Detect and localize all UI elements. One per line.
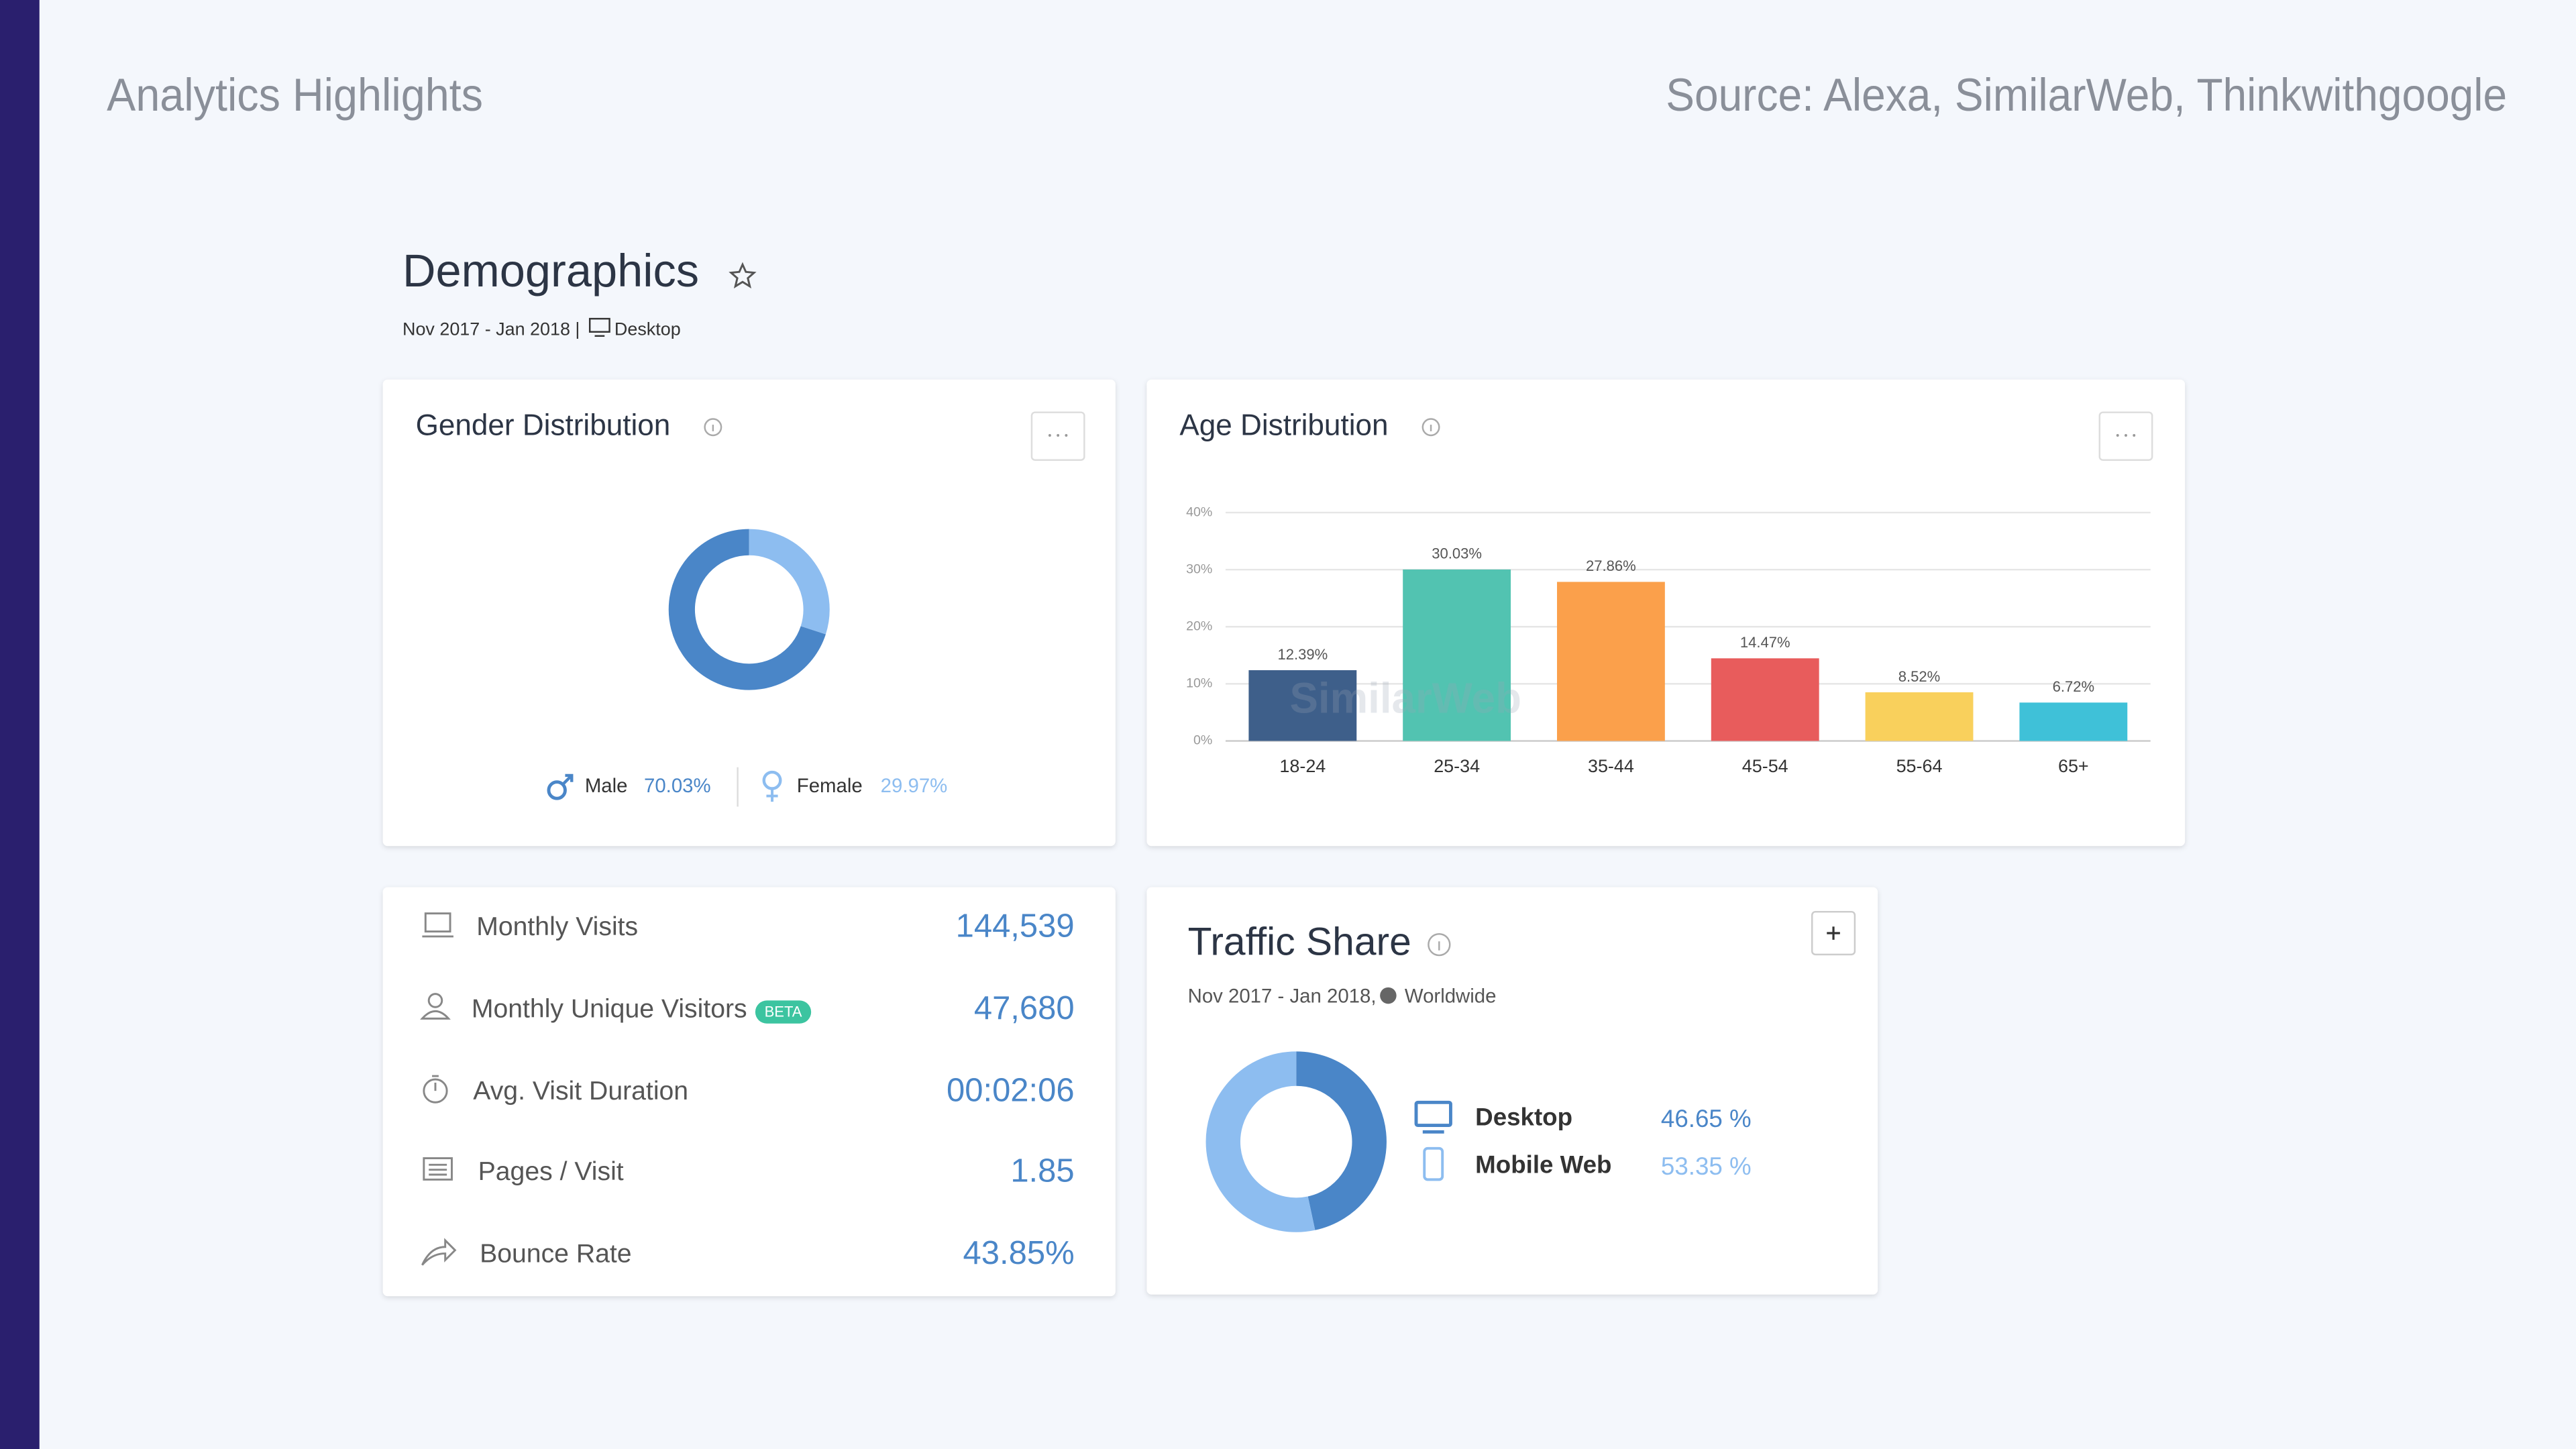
- data-label: 6.72%: [2053, 678, 2094, 695]
- menu-button[interactable]: [1030, 411, 1085, 461]
- metric-value: 1.85: [1010, 1153, 1074, 1189]
- donut-slice: [668, 529, 826, 690]
- info-icon[interactable]: [704, 418, 722, 437]
- y-tick-label: 20%: [1186, 619, 1212, 633]
- side-bar: [0, 0, 40, 1449]
- donut-slice: [1295, 1051, 1387, 1230]
- metric-value: 00:02:06: [947, 1073, 1075, 1109]
- card-subtitle: Nov 2017 - Jan 2018,: [1188, 985, 1377, 1007]
- legend-value: 70.03%: [644, 775, 711, 797]
- female-icon: [762, 770, 782, 802]
- date-range: Nov 2017 - Jan 2018 |: [402, 319, 580, 339]
- card-title: Age Distribution: [1179, 409, 1388, 441]
- legend-value: 53.35 %: [1661, 1152, 1752, 1180]
- metric-value: 47,680: [974, 990, 1075, 1026]
- metric-label: Bounce Rate: [480, 1239, 631, 1268]
- x-tick-label: 55-64: [1896, 756, 1943, 776]
- visitor-icon: [420, 993, 451, 1020]
- page-title: Analytics Highlights: [107, 69, 483, 121]
- card-title: Traffic Share: [1188, 920, 1411, 964]
- data-label: 12.39%: [1277, 646, 1328, 663]
- watermark: SimilarWeb: [1289, 675, 1521, 722]
- donut-slice: [1205, 1051, 1316, 1232]
- source: Source: Alexa, SimilarWeb, Thinkwithgoog…: [1666, 69, 2507, 121]
- info-icon[interactable]: [1428, 933, 1451, 957]
- legend-value: 46.65 %: [1661, 1105, 1752, 1132]
- x-tick-label: 45-54: [1742, 756, 1788, 776]
- info-icon[interactable]: [1421, 418, 1440, 437]
- section-title: Demographics: [402, 245, 699, 297]
- bar: [1711, 658, 1819, 741]
- region: Worldwide: [1405, 985, 1497, 1007]
- bar: [1557, 582, 1665, 741]
- legend-label: Mobile Web: [1475, 1150, 1611, 1178]
- metric-value: 43.85%: [963, 1235, 1075, 1271]
- metric-label: Monthly Unique Visitors: [472, 994, 747, 1023]
- metric-label: Avg. Visit Duration: [473, 1077, 688, 1106]
- metric-value: 144,539: [956, 908, 1075, 945]
- x-tick-label: 18-24: [1279, 756, 1326, 776]
- data-label: 8.52%: [1898, 668, 1940, 685]
- device: Desktop: [614, 319, 681, 339]
- data-label: 27.86%: [1586, 557, 1636, 574]
- menu-button[interactable]: [2098, 411, 2153, 461]
- monitor-icon: [588, 317, 610, 337]
- legend-value: 29.97%: [881, 775, 948, 797]
- y-tick-label: 0%: [1193, 733, 1212, 748]
- legend-label: Female: [797, 775, 863, 797]
- globe-icon: [1380, 987, 1397, 1004]
- visits-icon: [422, 912, 453, 938]
- data-label: 30.03%: [1432, 545, 1482, 562]
- legend-label: Desktop: [1475, 1103, 1572, 1130]
- card-title: Gender Distribution: [416, 409, 671, 441]
- y-tick-label: 10%: [1186, 676, 1212, 691]
- y-tick-label: 40%: [1186, 504, 1212, 519]
- bar: [1248, 670, 1357, 741]
- expand-button[interactable]: [1811, 910, 1856, 956]
- metrics-card: [382, 887, 1116, 1297]
- bar: [1403, 569, 1511, 741]
- metric-label: Monthly Visits: [476, 912, 638, 941]
- y-tick-label: 30%: [1186, 561, 1212, 576]
- pages-icon: [423, 1157, 453, 1181]
- x-tick-label: 25-34: [1434, 756, 1480, 776]
- mobile-icon: [1423, 1146, 1444, 1181]
- desktop-icon: [1414, 1100, 1452, 1134]
- x-tick-label: 65+: [2058, 756, 2089, 776]
- donut-slice: [749, 529, 830, 635]
- data-label: 14.47%: [1740, 634, 1790, 651]
- star-icon[interactable]: [729, 262, 757, 288]
- bar: [2019, 702, 2128, 741]
- duration-icon: [423, 1075, 448, 1104]
- age-card: [1146, 379, 2186, 847]
- gender-card: [382, 379, 1116, 847]
- male-icon: [547, 773, 574, 800]
- x-tick-label: 35-44: [1588, 756, 1634, 776]
- bounce-icon: [421, 1238, 457, 1266]
- bar: [1865, 692, 1974, 741]
- metric-label: Pages / Visit: [478, 1157, 624, 1186]
- badge-text: BETA: [765, 1004, 802, 1020]
- badge: [755, 1000, 812, 1024]
- legend-label: Male: [585, 775, 628, 797]
